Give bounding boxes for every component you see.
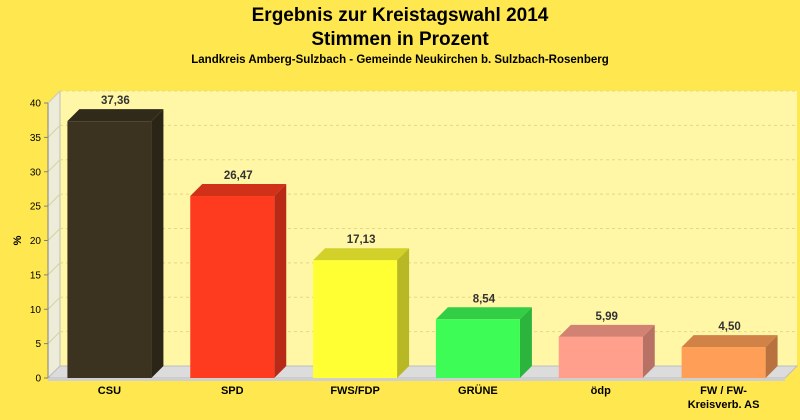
bar — [190, 184, 287, 378]
labels: 37,36 CSU 26,47 SPD 17,13 FWS/FDP 8,54 GRÜNE 5,9… — [98, 95, 760, 411]
y-tick-label: 15 — [30, 270, 42, 281]
y-tick-label: 25 — [30, 202, 42, 213]
bar-front — [681, 347, 766, 378]
bar-side — [274, 184, 287, 378]
chart-title-line-2: Stimmen in Prozent — [311, 29, 489, 50]
chart-subtitle: Landkreis Amberg-Sulzbach - Gemeinde Neu… — [191, 54, 609, 66]
data-label: 5,99 — [596, 311, 618, 323]
grid-line-diag — [47, 296, 61, 310]
x-tick-label: ödp — [591, 385, 611, 397]
x-tick-label: CSU — [98, 385, 121, 397]
bar — [681, 335, 778, 378]
grid-line-diag — [47, 193, 61, 207]
grid-line-diag — [47, 125, 61, 138]
bar-front — [435, 319, 520, 378]
bar-side — [642, 324, 655, 378]
data-label: 8,54 — [473, 293, 496, 305]
grid-line-diag — [47, 228, 61, 241]
chart-title: Ergebnis zur Kreistagswahl 2014 Stimmen … — [0, 4, 800, 52]
data-label: 17,13 — [347, 234, 376, 246]
y-tick-label: 35 — [30, 133, 42, 144]
y-tick-label: 10 — [30, 305, 42, 316]
data-label: 26,47 — [224, 170, 253, 182]
grid-line-diag — [47, 262, 61, 276]
bar-front — [558, 336, 643, 378]
x-tick-label: FWS/FDP — [330, 385, 380, 397]
bar-side — [397, 248, 410, 378]
bar-top — [558, 324, 655, 337]
grid-line-diag — [47, 331, 61, 344]
bars — [67, 109, 778, 379]
x-tick-label: Kreisverb. AS — [688, 399, 760, 411]
grid-lines — [47, 90, 797, 344]
grid-line-diag — [47, 90, 61, 104]
x-tick-label: GRÜNE — [458, 384, 498, 397]
floor-edge — [48, 378, 785, 381]
bar-top — [190, 184, 287, 197]
data-label: 37,36 — [101, 95, 130, 107]
bar-side — [765, 335, 778, 378]
y-axis: 0 5 10 15 20 25 30 35 40% — [12, 99, 49, 385]
bar-top — [67, 109, 164, 122]
bar — [558, 324, 655, 378]
bar-top — [435, 307, 532, 320]
bar-top — [681, 335, 778, 348]
bar — [435, 307, 532, 378]
bar-side — [151, 109, 164, 379]
bar — [67, 109, 164, 379]
y-tick-label: 0 — [35, 374, 41, 385]
y-tick-label: 30 — [30, 167, 42, 178]
y-axis-label: % — [12, 235, 24, 245]
y-tick-label: 40 — [30, 99, 42, 110]
y-tick-label: 20 — [30, 236, 42, 247]
bar-top — [313, 248, 410, 261]
bar-front — [190, 196, 275, 378]
bar-front — [313, 260, 398, 378]
data-label: 4,50 — [718, 321, 740, 333]
bar — [313, 248, 410, 378]
y-tick-label: 5 — [35, 339, 41, 350]
grid-line-diag — [47, 159, 61, 173]
x-tick-label: SPD — [221, 385, 244, 397]
chart-title-line-1: Ergebnis zur Kreistagswahl 2014 — [251, 5, 549, 26]
bar-front — [67, 121, 152, 379]
bar-side — [519, 307, 532, 378]
x-tick-label: FW / FW- — [700, 385, 747, 397]
